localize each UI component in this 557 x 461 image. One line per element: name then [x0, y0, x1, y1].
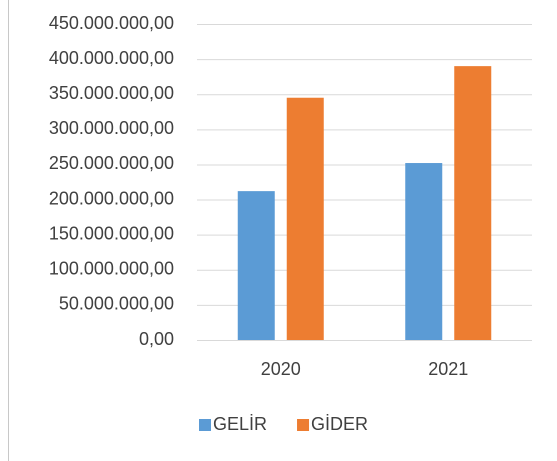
bar: [237, 191, 275, 340]
y-tick-label: 400.000.000,00: [49, 48, 174, 68]
y-tick-label: 300.000.000,00: [49, 118, 174, 138]
legend-swatch: [297, 419, 310, 431]
y-tick-label: 0,00: [139, 329, 174, 349]
y-tick-label: 150.000.000,00: [49, 223, 174, 243]
y-tick-label: 100.000.000,00: [49, 259, 174, 279]
y-tick-label: 200.000.000,00: [49, 188, 174, 208]
x-tick-label: 2021: [428, 359, 468, 379]
x-tick-label: 2020: [261, 359, 301, 379]
legend-swatch: [199, 419, 211, 431]
legend-label: GİDER: [311, 414, 368, 434]
bar: [286, 97, 324, 340]
y-tick-label: 450.000.000,00: [49, 13, 174, 33]
y-tick-label: 50.000.000,00: [59, 294, 174, 314]
y-tick-label: 250.000.000,00: [49, 153, 174, 173]
legend-label: GELİR: [213, 414, 267, 434]
bar: [454, 66, 492, 340]
y-tick-label: 350.000.000,00: [49, 83, 174, 103]
bar: [405, 163, 443, 340]
